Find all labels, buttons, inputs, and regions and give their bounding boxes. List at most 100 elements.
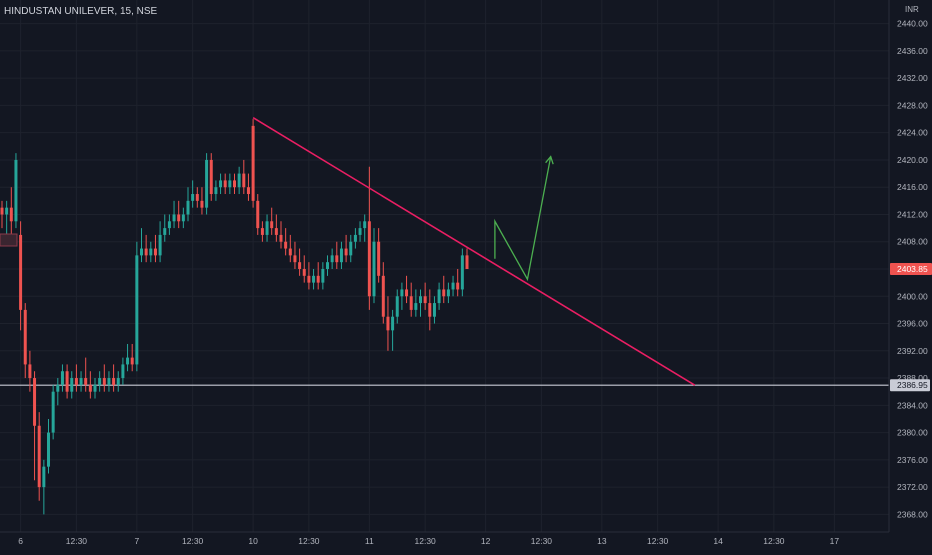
candle-down	[246, 173, 250, 201]
candle-down	[270, 207, 274, 235]
price-tick-label: 2396.00	[897, 319, 928, 329]
candle-up	[451, 275, 455, 297]
candle-body	[140, 248, 143, 256]
candle-body	[65, 371, 69, 392]
candle-body	[293, 255, 297, 263]
candle-body	[28, 364, 32, 379]
symbol-title[interactable]: HINDUSTAN UNILEVER, 15, NSE	[4, 6, 158, 17]
candle-body	[60, 371, 64, 385]
left-price-marker	[0, 233, 18, 247]
time-tick-label: 13	[597, 536, 607, 546]
candle-body	[274, 228, 278, 235]
candle-body	[228, 180, 232, 188]
candle-body	[33, 378, 37, 426]
candle-body	[307, 275, 311, 283]
candle-up	[349, 234, 353, 263]
candle-body	[349, 241, 353, 256]
candle-down	[37, 412, 41, 501]
candle-down	[130, 343, 134, 372]
candle-up	[353, 228, 357, 249]
candle-body	[428, 303, 432, 317]
candle-body	[37, 425, 41, 488]
candle-down	[260, 221, 264, 242]
candle-body	[70, 378, 74, 392]
candle-body	[400, 289, 404, 297]
candle-down	[298, 248, 302, 276]
candle-down	[428, 289, 432, 331]
candle-up	[93, 378, 97, 399]
candle-body	[107, 378, 111, 385]
candle-up	[372, 228, 376, 304]
candle-body	[116, 378, 120, 385]
candle-down	[405, 275, 409, 304]
candle-body	[446, 289, 450, 297]
candle-body	[112, 378, 116, 385]
candle-up	[321, 262, 325, 290]
candle-down	[465, 248, 469, 269]
candle-body	[451, 282, 455, 290]
candle-up	[330, 248, 334, 269]
candle-up	[219, 173, 223, 195]
candle-down	[233, 173, 236, 195]
candle-body	[23, 309, 27, 365]
candle-body	[321, 269, 325, 283]
candle-body	[270, 221, 274, 229]
candle-body	[432, 303, 436, 317]
trendline[interactable]	[252, 117, 696, 386]
candle-down	[102, 364, 106, 392]
candle-up	[163, 214, 167, 242]
last-price-tag: 2403.85	[890, 263, 932, 275]
candle-down	[195, 187, 199, 208]
candle-up	[70, 371, 74, 399]
candle-up	[158, 221, 162, 263]
candle-body	[172, 214, 176, 222]
candle-down	[279, 221, 283, 249]
candle-body	[265, 221, 269, 235]
candle-up	[446, 282, 450, 304]
time-tick-label: 10	[248, 536, 258, 546]
candle-up	[135, 241, 139, 372]
candle-up	[460, 248, 464, 297]
candle-body	[395, 296, 399, 317]
price-tick-label: 2420.00	[897, 155, 928, 165]
candle-body	[298, 262, 302, 269]
candle-up	[228, 173, 232, 195]
projection-path[interactable]	[494, 156, 552, 282]
candle-up	[395, 289, 399, 324]
candle-down	[344, 234, 348, 263]
candle-down	[367, 166, 371, 310]
candle-body	[93, 384, 97, 392]
candle-body	[181, 214, 185, 222]
price-tick-label: 2432.00	[897, 73, 928, 83]
drawings[interactable]	[252, 117, 696, 386]
candle-down	[200, 187, 204, 215]
candle-up	[312, 269, 316, 290]
candle-body	[130, 357, 134, 365]
candle-up	[47, 418, 50, 474]
candle-body	[209, 159, 213, 195]
candle-body	[42, 466, 46, 488]
candle-body	[302, 269, 306, 276]
candle-down	[177, 200, 181, 229]
candle-body	[316, 275, 320, 283]
candle-up	[121, 357, 125, 385]
price-tick-label: 2440.00	[897, 19, 928, 29]
candle-body	[195, 194, 199, 201]
candle-body	[288, 248, 292, 256]
candle-body	[233, 180, 236, 188]
time-axis[interactable]: 6 12:30 7 12:30 10 12:30 11 12:30 12 12:30 13 12:30…	[18, 536, 839, 546]
time-tick-label: 12:30	[298, 536, 320, 546]
candle-body	[377, 241, 381, 276]
time-tick-label: 12:30	[415, 536, 437, 546]
candle-down	[442, 275, 446, 304]
time-tick-label: 12:30	[531, 536, 553, 546]
candle-body	[167, 221, 171, 229]
candle-body	[84, 378, 88, 385]
candle-down	[242, 159, 246, 195]
candle-body	[135, 255, 139, 365]
candle-up	[358, 221, 362, 242]
candle-up	[56, 378, 60, 406]
